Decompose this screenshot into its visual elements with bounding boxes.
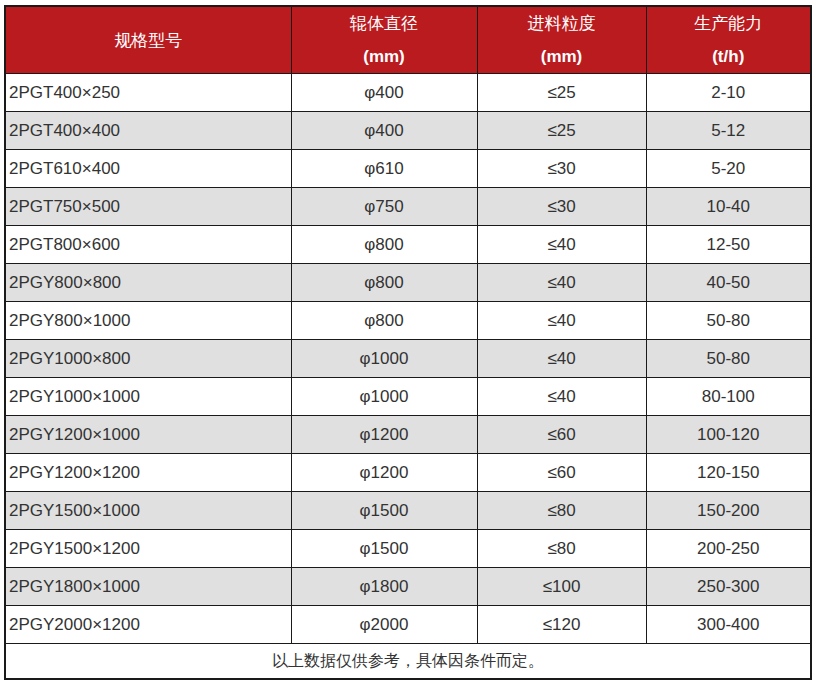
model-cell: 2PGY1500×1200 [5,530,291,568]
capacity-cell: 50-80 [646,302,811,340]
diameter-cell: φ800 [291,302,477,340]
model-cell: 2PGY2000×1200 [5,606,291,644]
diameter-cell: φ610 [291,150,477,188]
feed-size-cell: ≤30 [477,188,646,226]
feed-size-cell: ≤120 [477,606,646,644]
capacity-cell: 5-20 [646,150,811,188]
model-cell: 2PGY1200×1200 [5,454,291,492]
table-row: 2PGY1200×1000φ1200≤60100-120 [5,416,811,454]
capacity-cell: 80-100 [646,378,811,416]
column-header-unit: (t/h) [647,43,811,70]
spec-table-container: 规格型号辊体直径(mm)进料粒度(mm)生产能力(t/h) 2PGT400×25… [4,5,812,680]
diameter-cell: φ1200 [291,454,477,492]
table-header: 规格型号辊体直径(mm)进料粒度(mm)生产能力(t/h) [5,6,811,74]
feed-size-cell: ≤30 [477,150,646,188]
feed-size-cell: ≤25 [477,112,646,150]
table-row: 2PGT610×400φ610≤305-20 [5,150,811,188]
capacity-cell: 10-40 [646,188,811,226]
capacity-cell: 200-250 [646,530,811,568]
diameter-cell: φ1500 [291,492,477,530]
model-cell: 2PGT750×500 [5,188,291,226]
diameter-cell: φ400 [291,112,477,150]
diameter-cell: φ800 [291,226,477,264]
model-cell: 2PGY1000×1000 [5,378,291,416]
column-header-0: 规格型号 [5,6,291,74]
capacity-cell: 250-300 [646,568,811,606]
table-row: 2PGY2000×1200φ2000≤120300-400 [5,606,811,644]
feed-size-cell: ≤40 [477,226,646,264]
table-row: 2PGY1200×1200φ1200≤60120-150 [5,454,811,492]
table-footer-row: 以上数据仅供参考，具体因条件而定。 [5,644,811,680]
table-row: 2PGT400×250φ400≤252-10 [5,74,811,112]
table-row: 2PGY1800×1000φ1800≤100250-300 [5,568,811,606]
column-header-label: 辊体直径 [292,10,477,37]
column-header-3: 生产能力 (t/h) [646,6,811,74]
footer-note: 以上数据仅供参考，具体因条件而定。 [5,644,811,680]
model-cell: 2PGT800×600 [5,226,291,264]
capacity-cell: 150-200 [646,492,811,530]
capacity-cell: 300-400 [646,606,811,644]
capacity-cell: 12-50 [646,226,811,264]
table-row: 2PGT800×600φ800≤4012-50 [5,226,811,264]
capacity-cell: 5-12 [646,112,811,150]
capacity-cell: 100-120 [646,416,811,454]
feed-size-cell: ≤80 [477,492,646,530]
feed-size-cell: ≤25 [477,74,646,112]
table-row: 2PGY1000×1000φ1000≤4080-100 [5,378,811,416]
table-row: 2PGT400×400φ400≤255-12 [5,112,811,150]
feed-size-cell: ≤40 [477,302,646,340]
model-cell: 2PGY1200×1000 [5,416,291,454]
capacity-cell: 120-150 [646,454,811,492]
model-cell: 2PGY800×1000 [5,302,291,340]
diameter-cell: φ400 [291,74,477,112]
diameter-cell: φ1000 [291,340,477,378]
model-cell: 2PGY1800×1000 [5,568,291,606]
feed-size-cell: ≤60 [477,416,646,454]
column-header-1: 辊体直径 (mm) [291,6,477,74]
diameter-cell: φ800 [291,264,477,302]
model-cell: 2PGY1000×800 [5,340,291,378]
spec-table: 规格型号辊体直径(mm)进料粒度(mm)生产能力(t/h) 2PGT400×25… [4,5,812,680]
table-row: 2PGY1000×800φ1000≤4050-80 [5,340,811,378]
column-header-unit: (mm) [292,43,477,70]
diameter-cell: φ2000 [291,606,477,644]
diameter-cell: φ1000 [291,378,477,416]
column-header-label: 规格型号 [6,27,291,54]
feed-size-cell: ≤40 [477,264,646,302]
column-header-unit: (mm) [478,43,646,70]
model-cell: 2PGT400×400 [5,112,291,150]
diameter-cell: φ750 [291,188,477,226]
diameter-cell: φ1200 [291,416,477,454]
model-cell: 2PGT610×400 [5,150,291,188]
column-header-label: 进料粒度 [478,10,646,37]
feed-size-cell: ≤80 [477,530,646,568]
table-row: 2PGY800×800φ800≤4040-50 [5,264,811,302]
diameter-cell: φ1500 [291,530,477,568]
feed-size-cell: ≤100 [477,568,646,606]
column-header-2: 进料粒度 (mm) [477,6,646,74]
table-row: 2PGY1500×1000φ1500≤80150-200 [5,492,811,530]
table-row: 2PGY1500×1200φ1500≤80200-250 [5,530,811,568]
feed-size-cell: ≤60 [477,454,646,492]
model-cell: 2PGY1500×1000 [5,492,291,530]
feed-size-cell: ≤40 [477,378,646,416]
column-header-label: 生产能力 [647,10,811,37]
table-row: 2PGY800×1000φ800≤4050-80 [5,302,811,340]
capacity-cell: 50-80 [646,340,811,378]
table-row: 2PGT750×500φ750≤3010-40 [5,188,811,226]
feed-size-cell: ≤40 [477,340,646,378]
model-cell: 2PGT400×250 [5,74,291,112]
diameter-cell: φ1800 [291,568,477,606]
capacity-cell: 40-50 [646,264,811,302]
capacity-cell: 2-10 [646,74,811,112]
model-cell: 2PGY800×800 [5,264,291,302]
